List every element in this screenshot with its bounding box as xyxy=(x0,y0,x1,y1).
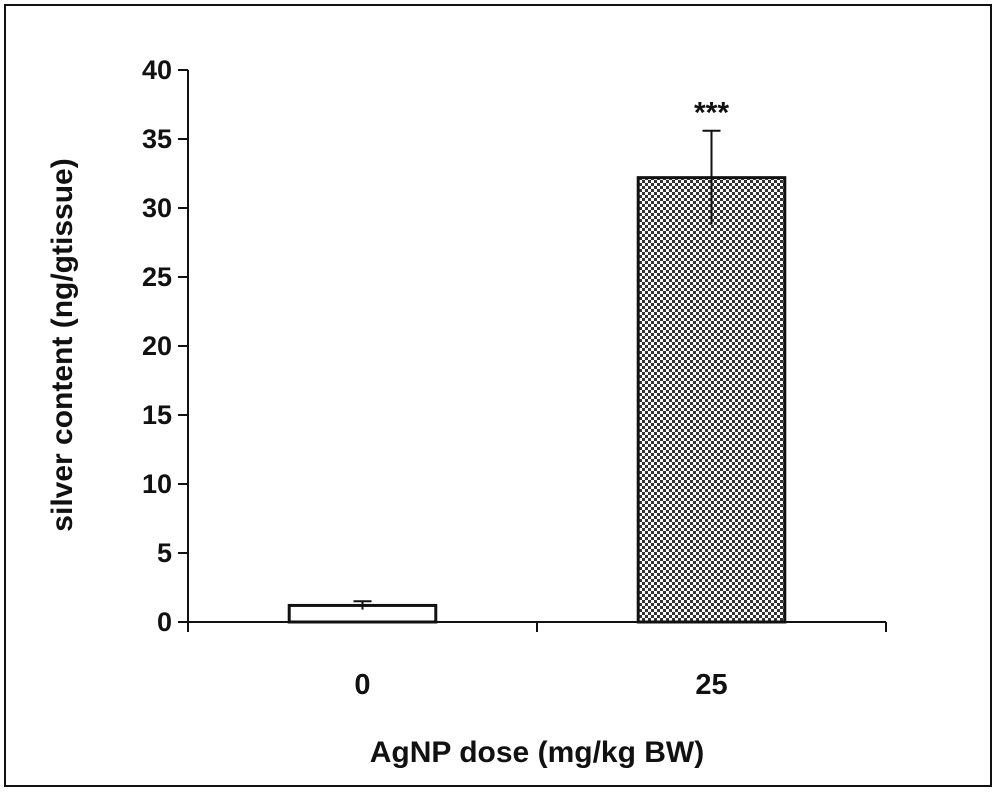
y-tick-label: 20 xyxy=(142,331,172,361)
y-tick-label: 25 xyxy=(142,262,172,292)
y-tick-label: 0 xyxy=(157,607,172,637)
x-category-label: 0 xyxy=(354,669,370,701)
y-tick-label: 30 xyxy=(142,193,172,223)
significance-label: *** xyxy=(694,97,729,130)
bars: *** xyxy=(287,97,787,624)
y-tick-label: 5 xyxy=(157,538,172,568)
y-axis-title: silver content (ng/gtissue) xyxy=(46,158,79,531)
y-tick-label: 35 xyxy=(142,124,172,154)
x-axis: 0 25 xyxy=(187,621,887,701)
chart-frame xyxy=(4,4,992,787)
bar-1 xyxy=(636,176,787,624)
y-axis: 0 5 10 15 20 25 30 35 40 xyxy=(142,55,189,637)
y-tick-label: 40 xyxy=(142,55,172,85)
x-axis-title: AgNP dose (mg/kg BW) xyxy=(370,736,704,769)
y-tick-label: 10 xyxy=(142,469,172,499)
y-tick-label: 15 xyxy=(142,400,172,430)
x-category-label: 25 xyxy=(695,669,727,701)
